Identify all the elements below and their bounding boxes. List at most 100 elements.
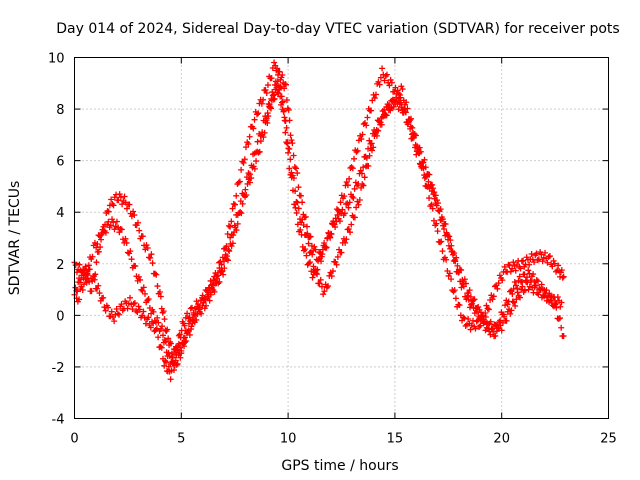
data-point-marker [358, 136, 365, 143]
data-point-marker [341, 193, 348, 200]
data-point-marker [451, 287, 458, 294]
data-point-marker [162, 338, 169, 345]
data-point-marker [299, 216, 306, 223]
data-point-marker [216, 278, 223, 285]
data-point-marker [227, 223, 234, 230]
data-point-marker [368, 140, 375, 147]
data-layer [71, 59, 567, 383]
data-point-marker [557, 303, 564, 310]
data-point-marker [102, 229, 109, 236]
data-point-marker [545, 298, 552, 305]
data-point-marker [481, 319, 488, 326]
data-point-marker [559, 274, 566, 281]
data-point-marker [130, 300, 137, 307]
data-point-marker [211, 288, 218, 295]
data-point-marker [508, 307, 515, 314]
data-point-marker [494, 285, 501, 292]
x-tick-label: 0 [70, 432, 78, 447]
data-point-marker [551, 260, 558, 267]
data-point-marker [314, 271, 321, 278]
data-point-marker [122, 235, 129, 242]
data-point-marker [295, 184, 302, 191]
data-point-marker [442, 221, 449, 228]
data-point-marker [282, 118, 289, 125]
data-point-marker [129, 306, 136, 313]
data-point-marker [308, 268, 315, 275]
data-point-marker [224, 231, 231, 238]
data-point-marker [239, 200, 246, 207]
data-point-marker [89, 253, 96, 260]
data-point-marker [388, 104, 395, 111]
data-point-marker [417, 148, 424, 155]
data-point-marker [394, 87, 401, 94]
data-point-marker [475, 303, 482, 310]
data-point-marker [232, 201, 239, 208]
data-point-marker [126, 201, 133, 208]
data-point-marker [310, 263, 317, 270]
data-point-marker [173, 361, 180, 368]
data-point-marker [118, 301, 125, 308]
data-point-marker [541, 293, 548, 300]
data-point-marker [148, 251, 155, 258]
data-point-marker [155, 319, 162, 326]
data-point-marker [265, 113, 272, 120]
y-tick-label: -2 [52, 361, 65, 376]
data-point-marker [76, 261, 83, 268]
data-point-marker [85, 262, 92, 269]
data-point-marker [256, 148, 263, 155]
data-point-marker [268, 105, 275, 112]
data-point-marker [250, 125, 257, 132]
data-point-marker [336, 208, 343, 215]
data-point-marker [509, 290, 516, 297]
data-point-marker [190, 311, 197, 318]
data-point-marker [284, 139, 291, 146]
data-point-marker [404, 105, 411, 112]
data-point-marker [147, 254, 154, 261]
data-point-marker [439, 216, 446, 223]
data-point-marker [439, 248, 446, 255]
data-point-marker [554, 293, 561, 300]
data-point-marker [268, 75, 275, 82]
data-point-marker [275, 71, 282, 78]
data-point-marker [84, 272, 91, 279]
data-point-marker [465, 290, 472, 297]
data-point-marker [395, 90, 402, 97]
data-point-marker [224, 257, 231, 264]
data-point-marker [228, 218, 235, 225]
data-point-marker [302, 246, 309, 253]
data-point-marker [98, 236, 105, 243]
data-point-marker [167, 376, 174, 383]
data-point-marker [552, 298, 559, 305]
data-point-marker [297, 226, 304, 233]
data-point-marker [144, 245, 151, 252]
data-point-marker [184, 329, 191, 336]
data-point-marker [462, 322, 469, 329]
data-point-marker [532, 282, 539, 289]
data-point-marker [130, 208, 137, 215]
data-point-marker [203, 302, 210, 309]
data-point-marker [525, 286, 532, 293]
data-point-marker [354, 147, 361, 154]
data-point-marker [157, 293, 164, 300]
data-point-marker [535, 278, 542, 285]
data-point-marker [510, 299, 517, 306]
data-point-marker [358, 170, 365, 177]
data-point-marker [342, 239, 349, 246]
data-point-marker [403, 99, 410, 106]
data-point-marker [483, 302, 490, 309]
data-point-marker [100, 223, 107, 230]
data-point-marker [165, 349, 172, 356]
data-point-marker [427, 182, 434, 189]
data-point-marker [360, 182, 367, 189]
data-point-marker [542, 249, 549, 256]
data-point-marker [375, 127, 382, 134]
data-point-marker [140, 284, 147, 291]
data-point-marker [154, 283, 161, 290]
data-point-marker [453, 254, 460, 261]
data-point-marker [294, 199, 301, 206]
data-point-marker [402, 109, 409, 116]
data-point-marker [476, 306, 483, 313]
data-point-marker [214, 275, 221, 282]
data-point-marker [383, 71, 390, 78]
